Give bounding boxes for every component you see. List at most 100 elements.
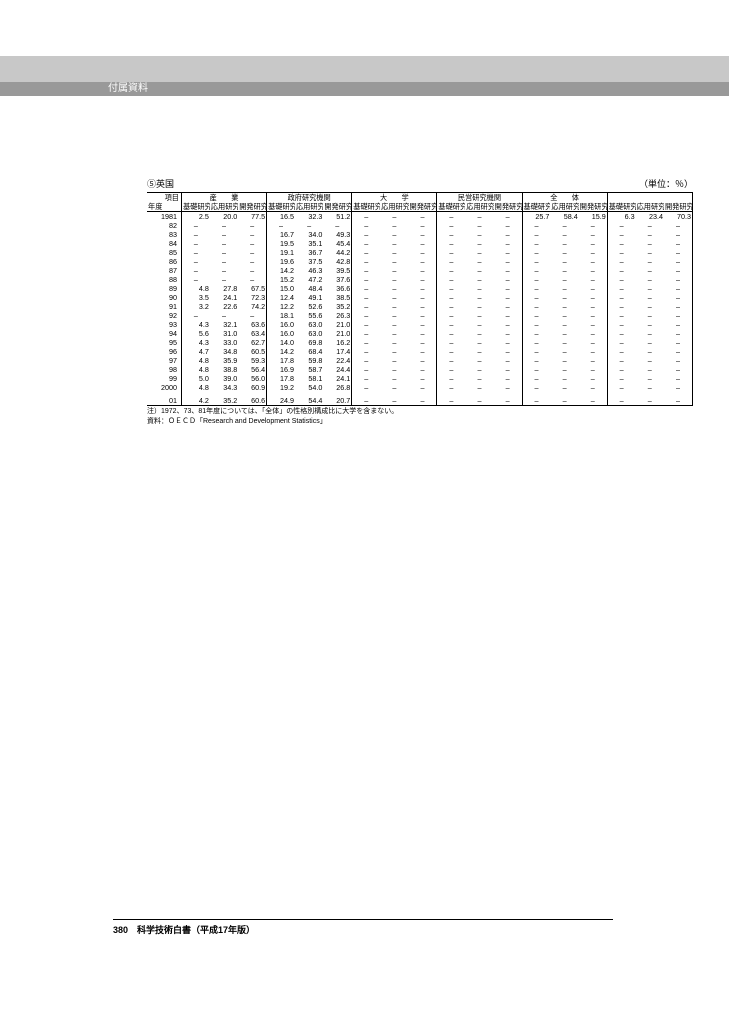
value-cell: –: [437, 212, 465, 222]
year-cell: 82: [147, 221, 181, 230]
value-cell: –: [579, 248, 607, 257]
value-cell: –: [352, 284, 380, 293]
value-cell: –: [636, 365, 664, 374]
value-cell: –: [522, 284, 550, 293]
value-cell: –: [550, 275, 578, 284]
value-cell: 16.0: [267, 329, 295, 338]
value-cell: 2.5: [181, 212, 209, 222]
table-title: ⑤英国: [147, 177, 174, 190]
value-cell: –: [352, 311, 380, 320]
value-cell: –: [550, 329, 578, 338]
table-row: 954.333.062.714.069.816.2––––––––––––: [147, 338, 693, 347]
year-cell: 89: [147, 284, 181, 293]
value-cell: –: [210, 221, 238, 230]
value-cell: –: [437, 356, 465, 365]
value-cell: 4.8: [181, 284, 209, 293]
value-cell: –: [409, 356, 437, 365]
year-cell: 86: [147, 257, 181, 266]
value-cell: –: [437, 347, 465, 356]
page-footer-text: 380 科学技術白書（平成17年版）: [113, 923, 259, 936]
col-header-item: 項目: [147, 193, 181, 203]
value-cell: 36.7: [295, 248, 323, 257]
value-cell: –: [494, 365, 522, 374]
year-cell: 84: [147, 239, 181, 248]
value-cell: –: [636, 266, 664, 275]
value-cell: –: [522, 248, 550, 257]
year-cell: 93: [147, 320, 181, 329]
value-cell: 16.9: [267, 365, 295, 374]
value-cell: –: [238, 230, 266, 239]
value-cell: –: [465, 230, 493, 239]
value-cell: –: [579, 239, 607, 248]
value-cell: 37.6: [323, 275, 351, 284]
col-group-header: [607, 193, 692, 203]
value-cell: –: [636, 275, 664, 284]
value-cell: –: [636, 221, 664, 230]
value-cell: –: [522, 356, 550, 365]
value-cell: –: [409, 293, 437, 302]
value-cell: 56.4: [238, 365, 266, 374]
value-cell: –: [465, 248, 493, 257]
value-cell: 63.0: [295, 320, 323, 329]
value-cell: –: [409, 275, 437, 284]
value-cell: –: [607, 239, 635, 248]
value-cell: –: [664, 221, 693, 230]
value-cell: –: [522, 311, 550, 320]
value-cell: –: [465, 311, 493, 320]
year-cell: 97: [147, 356, 181, 365]
value-cell: –: [380, 230, 408, 239]
value-cell: 22.6: [210, 302, 238, 311]
value-cell: –: [352, 338, 380, 347]
value-cell: –: [522, 230, 550, 239]
value-cell: 34.8: [210, 347, 238, 356]
col-sub-header: 開発研究: [238, 202, 266, 212]
value-cell: 49.1: [295, 293, 323, 302]
value-cell: –: [437, 266, 465, 275]
value-cell: –: [409, 257, 437, 266]
table-row: 84–––19.535.145.4––––––––––––: [147, 239, 693, 248]
value-cell: –: [352, 257, 380, 266]
value-cell: –: [409, 374, 437, 383]
value-cell: 26.3: [323, 311, 351, 320]
value-cell: 63.0: [295, 329, 323, 338]
value-cell: –: [522, 275, 550, 284]
table-row: 19812.520.077.516.532.351.2––––––25.758.…: [147, 212, 693, 222]
value-cell: –: [352, 212, 380, 222]
value-cell: –: [522, 374, 550, 383]
value-cell: 4.3: [181, 338, 209, 347]
value-cell: 54.4: [295, 396, 323, 406]
col-group-header: 大 学: [352, 193, 437, 203]
value-cell: –: [550, 230, 578, 239]
value-cell: –: [181, 311, 209, 320]
value-cell: –: [352, 230, 380, 239]
value-cell: 19.2: [267, 383, 295, 392]
value-cell: –: [664, 239, 693, 248]
value-cell: 42.8: [323, 257, 351, 266]
value-cell: 4.8: [181, 383, 209, 392]
value-cell: –: [437, 257, 465, 266]
value-cell: –: [465, 302, 493, 311]
value-cell: –: [607, 356, 635, 365]
value-cell: –: [664, 266, 693, 275]
year-cell: 99: [147, 374, 181, 383]
value-cell: –: [409, 212, 437, 222]
value-cell: 60.5: [238, 347, 266, 356]
value-cell: –: [352, 275, 380, 284]
value-cell: –: [664, 396, 693, 406]
value-cell: –: [494, 383, 522, 392]
value-cell: 5.6: [181, 329, 209, 338]
value-cell: –: [238, 221, 266, 230]
value-cell: 16.0: [267, 320, 295, 329]
value-cell: –: [380, 239, 408, 248]
value-cell: –: [607, 248, 635, 257]
value-cell: –: [380, 356, 408, 365]
value-cell: –: [664, 302, 693, 311]
value-cell: –: [352, 396, 380, 406]
value-cell: –: [238, 257, 266, 266]
value-cell: –: [380, 221, 408, 230]
col-sub-header: 開発研究: [579, 202, 607, 212]
value-cell: –: [437, 239, 465, 248]
value-cell: –: [465, 257, 493, 266]
value-cell: –: [607, 311, 635, 320]
value-cell: 70.3: [664, 212, 693, 222]
